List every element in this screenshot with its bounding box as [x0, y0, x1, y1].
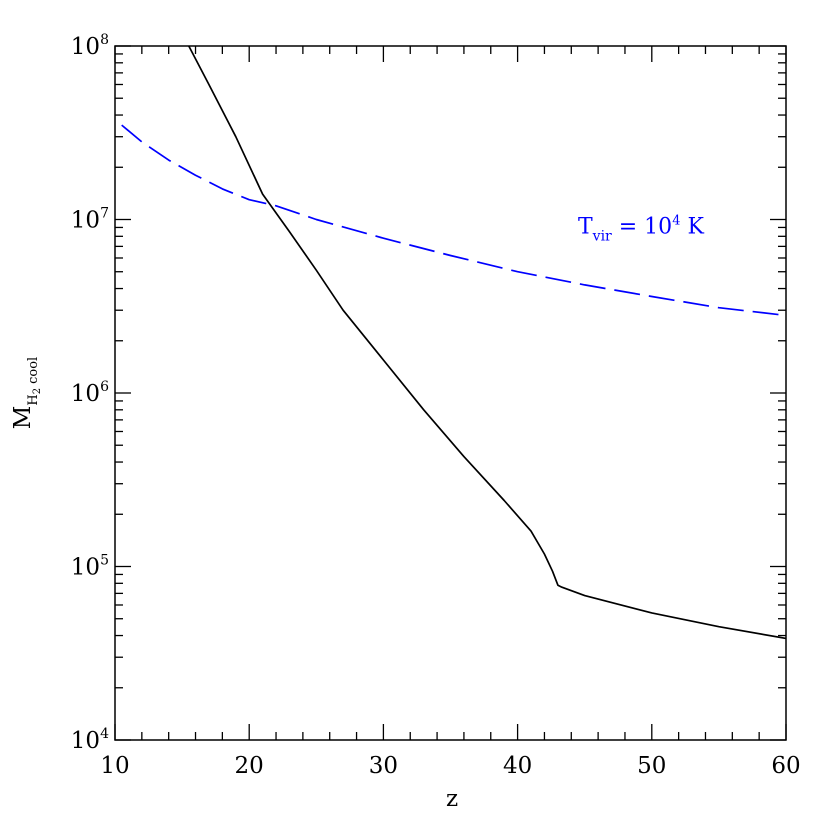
major-ticks — [114, 45, 787, 741]
y-axis-label-sub-h: H — [26, 394, 41, 405]
y-axis-label-main: M — [10, 406, 36, 430]
x-tick-label: 40 — [503, 753, 532, 779]
y-axis-label-sub-2: 2 — [32, 388, 43, 394]
annotation-t: T — [578, 215, 593, 240]
plot-frame — [114, 45, 787, 741]
y-tick-label-base: 10 — [71, 208, 100, 234]
y-tick-label-exp: 5 — [100, 553, 109, 569]
h2-cool-mass-line — [188, 45, 787, 640]
y-tick-label-base: 10 — [71, 381, 100, 407]
y-tick-label-base: 10 — [71, 34, 100, 60]
y-tick-label-base: 10 — [71, 728, 100, 754]
tvir-dashed-line — [121, 124, 787, 317]
x-tick-label: 60 — [771, 753, 800, 779]
annotation-exp: 4 — [672, 214, 680, 229]
y-axis-label-sub-cool: cool — [26, 357, 41, 384]
minor-ticks — [115, 46, 786, 740]
y-tick-label: 105 — [71, 553, 109, 581]
x-tick-label: 20 — [235, 753, 264, 779]
y-tick-label: 107 — [71, 206, 109, 234]
y-axis-label: MH2 cool — [10, 357, 43, 429]
x-tick-labels: 10 20 30 40 50 60 — [100, 753, 800, 779]
x-tick-label: 50 — [637, 753, 666, 779]
x-axis-label: z — [446, 786, 458, 812]
annotation-end: K — [680, 215, 704, 240]
y-tick-label-exp: 4 — [100, 726, 109, 742]
y-tick-label-exp: 8 — [100, 32, 109, 48]
y-tick-label: 104 — [71, 726, 109, 754]
x-tick-label: 10 — [100, 753, 129, 779]
annotation-middle: = 10 — [612, 215, 672, 240]
y-tick-label: 106 — [71, 379, 109, 407]
x-tick-label: 30 — [369, 753, 398, 779]
y-tick-label: 108 — [71, 32, 109, 60]
y-tick-label-exp: 6 — [100, 379, 109, 395]
y-tick-label-exp: 7 — [100, 206, 109, 222]
series-layer — [121, 45, 787, 640]
annotation-sub: vir — [592, 229, 612, 245]
y-tick-label-base: 10 — [71, 555, 100, 581]
tvir-annotation: Tvir = 104 K — [578, 214, 704, 245]
